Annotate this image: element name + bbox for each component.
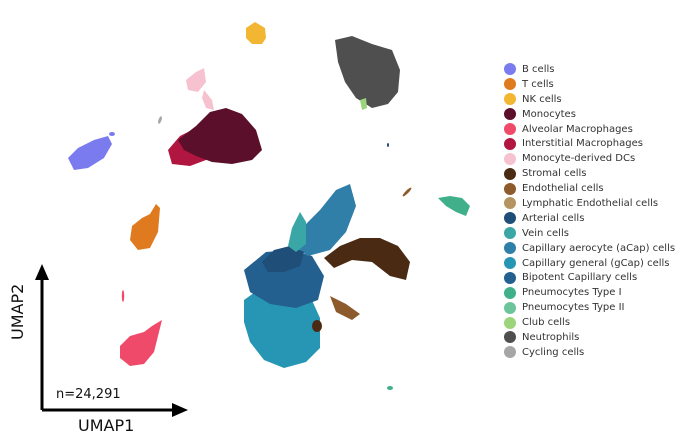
legend-item: Neutrophils xyxy=(504,330,675,345)
legend-swatch xyxy=(504,78,516,91)
legend-swatch xyxy=(504,197,516,210)
legend-item: Vein cells xyxy=(504,226,675,241)
legend-label: Cycling cells xyxy=(522,346,585,358)
legend-label: Pneumocytes Type I xyxy=(522,287,622,299)
cluster-monocyte-derived-dcs xyxy=(186,68,206,92)
legend-label: Pneumocytes Type II xyxy=(522,302,625,314)
legend-swatch xyxy=(504,212,516,225)
cluster-points xyxy=(68,22,470,390)
legend-swatch xyxy=(504,301,516,314)
legend: B cells T cells NK cells Monocytes Alveolar … xyxy=(504,62,675,360)
x-axis-arrowhead xyxy=(172,403,188,417)
legend-label: Lymphatic Endothelial cells xyxy=(522,197,659,209)
legend-item: Stromal cells xyxy=(504,166,675,181)
cluster-capillary-general-gcap-cells xyxy=(244,290,320,368)
legend-item: Capillary general (gCap) cells xyxy=(504,256,675,271)
legend-item: Alveolar Macrophages xyxy=(504,122,675,137)
legend-item: B cells xyxy=(504,62,675,77)
legend-label: Arterial cells xyxy=(522,212,585,224)
legend-label: Monocytes xyxy=(522,108,576,120)
cluster-pneumocytes-type-i xyxy=(387,386,393,390)
cluster-monocytes xyxy=(178,108,262,164)
legend-swatch xyxy=(504,331,516,344)
legend-label: NK cells xyxy=(522,93,562,105)
legend-label: Alveolar Macrophages xyxy=(522,123,633,135)
cluster-cycling-cells xyxy=(158,116,162,124)
cluster-neutrophils xyxy=(335,36,400,108)
cluster-club-cells xyxy=(360,98,367,110)
legend-item: Bipotent Capillary cells xyxy=(504,270,675,285)
cluster-stromal-cells xyxy=(312,320,322,332)
legend-label: B cells xyxy=(522,63,555,75)
cluster-endothelial-cells xyxy=(402,187,412,197)
legend-item: Club cells xyxy=(504,315,675,330)
legend-swatch xyxy=(504,152,516,165)
legend-swatch xyxy=(504,137,516,150)
legend-item: Pneumocytes Type II xyxy=(504,300,675,315)
cluster-b-cells xyxy=(68,136,112,170)
legend-label: Bipotent Capillary cells xyxy=(522,272,638,284)
cluster-arterial-cells xyxy=(262,246,304,272)
legend-item: T cells xyxy=(504,77,675,92)
legend-item: Pneumocytes Type I xyxy=(504,285,675,300)
cluster-stromal-cells xyxy=(324,238,410,280)
legend-item: NK cells xyxy=(504,92,675,107)
legend-swatch xyxy=(504,63,516,76)
legend-item: Arterial cells xyxy=(504,211,675,226)
legend-swatch xyxy=(504,242,516,255)
legend-swatch xyxy=(504,316,516,329)
legend-label: Vein cells xyxy=(522,227,569,239)
legend-label: Monocyte-derived DCs xyxy=(522,153,636,165)
cluster-t-cells xyxy=(130,204,160,250)
cluster-alveolar-macrophages xyxy=(120,320,162,366)
legend-label: Club cells xyxy=(522,317,571,329)
cluster-vein-cells xyxy=(288,212,306,252)
legend-swatch xyxy=(504,182,516,195)
axes xyxy=(35,264,188,417)
legend-item: Capillary aerocyte (aCap) cells xyxy=(504,241,675,256)
legend-swatch xyxy=(504,123,516,135)
cluster-capillary-aerocyte-acap-cells xyxy=(296,184,356,256)
legend-swatch xyxy=(504,271,516,284)
legend-label: Endothelial cells xyxy=(522,183,604,195)
cluster-alveolar-macrophages xyxy=(121,290,125,302)
legend-label: Capillary aerocyte (aCap) cells xyxy=(522,242,676,254)
legend-swatch xyxy=(504,167,516,180)
cluster-b-cells xyxy=(109,132,115,136)
x-axis-label: UMAP1 xyxy=(78,416,135,435)
legend-swatch xyxy=(504,108,516,121)
legend-label: Capillary general (gCap) cells xyxy=(522,257,670,269)
cluster-pneumocytes-type-i xyxy=(438,196,470,216)
legend-item: Cycling cells xyxy=(504,345,675,360)
cluster-endothelial-cells xyxy=(330,296,360,320)
legend-label: Neutrophils xyxy=(522,331,580,343)
cluster-nk-cells xyxy=(246,22,266,44)
legend-label: Stromal cells xyxy=(522,168,587,180)
y-axis-arrowhead xyxy=(35,264,49,280)
legend-swatch xyxy=(504,227,516,240)
legend-item: Monocyte-derived DCs xyxy=(504,151,675,166)
legend-swatch xyxy=(504,257,516,270)
legend-swatch xyxy=(504,286,516,299)
legend-item: Endothelial cells xyxy=(504,181,675,196)
legend-label: Interstitial Macrophages xyxy=(522,138,643,150)
y-axis-label: UMAP2 xyxy=(8,283,27,340)
legend-item: Monocytes xyxy=(504,107,675,122)
legend-swatch xyxy=(504,346,516,359)
legend-item: Interstitial Macrophages xyxy=(504,136,675,151)
cluster-arterial-cells xyxy=(387,143,389,147)
legend-swatch xyxy=(504,93,516,106)
legend-item: Lymphatic Endothelial cells xyxy=(504,196,675,211)
cell-count-annotation: n=24,291 xyxy=(56,387,121,402)
cluster-monocyte-derived-dcs xyxy=(202,90,214,110)
legend-label: T cells xyxy=(522,78,554,90)
